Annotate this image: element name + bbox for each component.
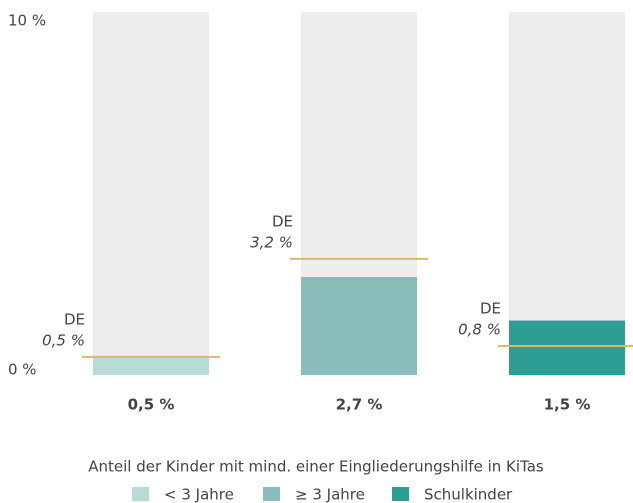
y-tick-label: 0 % [8,361,37,379]
reference-label: 0,5 % [42,331,85,349]
legend-swatch [132,487,149,501]
reference-label: 0,8 % [458,320,501,338]
bar [301,276,417,375]
value-label: 0,5 % [128,396,175,414]
x-axis-label: Anteil der Kinder mit mind. einer Eingli… [88,458,544,476]
bar-background [93,12,209,375]
bar [93,356,209,375]
bar-background [509,12,625,375]
value-label: 1,5 % [544,396,591,414]
legend-label: ≥ 3 Jahre [295,486,365,503]
reference-name: DE [272,212,293,230]
bar [509,320,625,375]
y-tick-label: 10 % [8,12,46,30]
legend-label: < 3 Jahre [164,486,234,503]
legend-swatch [263,487,280,501]
value-label: 2,7 % [336,396,383,414]
legend-label: Schulkinder [424,486,513,503]
reference-name: DE [480,299,501,317]
reference-label: 3,2 % [250,233,293,251]
reference-name: DE [64,310,85,328]
legend-swatch [392,487,409,501]
